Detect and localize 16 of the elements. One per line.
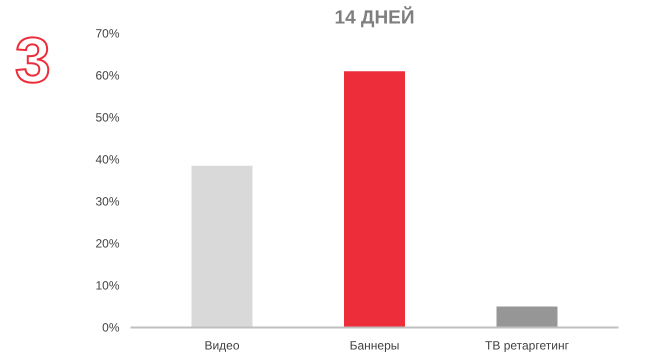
bar xyxy=(496,306,558,328)
bar xyxy=(192,166,252,328)
y-tick-label: 10% xyxy=(95,278,120,292)
y-tick-label: 30% xyxy=(95,194,120,208)
x-tick-label: Видео xyxy=(204,338,240,352)
y-tick-label: 50% xyxy=(95,110,120,124)
y-tick-label: 60% xyxy=(95,68,120,82)
chart-title: 14 ДНЕЙ xyxy=(334,6,414,28)
bar xyxy=(344,71,405,328)
x-tick-label: Баннеры xyxy=(350,338,400,352)
y-tick-label: 20% xyxy=(95,236,120,250)
y-tick-label: 70% xyxy=(95,26,120,40)
x-tick-label: ТВ ретаргетинг xyxy=(485,338,570,352)
text: 3 xyxy=(15,24,51,96)
y-tick-label: 0% xyxy=(102,320,120,334)
y-tick-label: 40% xyxy=(95,152,120,166)
